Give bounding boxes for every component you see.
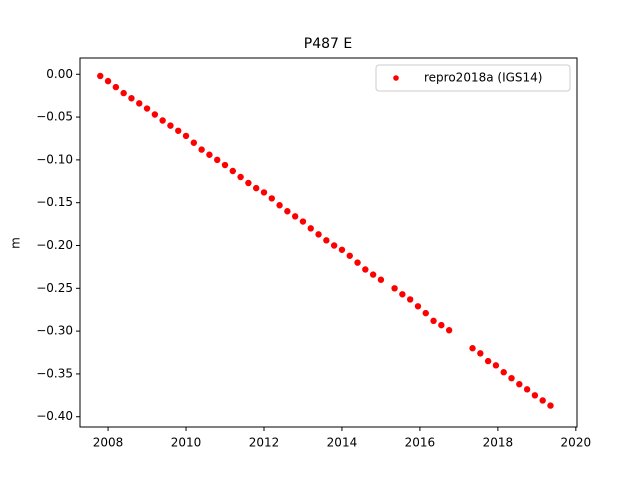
point <box>299 218 307 225</box>
y-tick-label: 0.00 <box>46 67 73 81</box>
y-tick-label: −0.30 <box>36 324 73 338</box>
point <box>438 321 445 329</box>
point <box>151 111 159 118</box>
point <box>104 77 112 85</box>
y-tick-label: −0.40 <box>36 409 73 423</box>
point <box>182 132 190 140</box>
x-tick-label: 2012 <box>249 436 280 450</box>
point <box>377 276 385 283</box>
point <box>430 317 437 325</box>
point <box>445 327 453 334</box>
point <box>362 266 369 273</box>
x-tick-label: 2008 <box>93 436 124 450</box>
point <box>330 242 338 249</box>
point <box>136 100 143 107</box>
point <box>260 189 268 196</box>
point <box>477 350 484 357</box>
point <box>508 374 515 382</box>
point <box>167 122 174 129</box>
legend-marker <box>393 75 399 81</box>
point <box>323 237 330 244</box>
point <box>237 173 244 181</box>
y-tick-label: −0.05 <box>36 110 73 124</box>
point <box>414 303 422 310</box>
point <box>346 252 353 259</box>
x-tick-label: 2020 <box>561 436 592 450</box>
y-axis-label: m <box>9 237 23 249</box>
point <box>175 127 182 134</box>
point <box>469 345 476 352</box>
point <box>245 179 252 187</box>
point <box>500 369 507 376</box>
legend-label: repro2018a (IGS14) <box>424 71 542 85</box>
point <box>97 72 104 80</box>
point <box>291 213 299 220</box>
point <box>159 117 166 124</box>
point <box>531 392 539 399</box>
legend-box <box>375 64 571 92</box>
x-tick-label: 2016 <box>405 436 436 450</box>
chart-title: P487 E <box>304 36 352 52</box>
point <box>354 259 361 266</box>
plot-frame <box>79 57 578 428</box>
point <box>252 184 260 192</box>
point <box>369 271 377 278</box>
point <box>315 231 322 238</box>
point <box>399 291 406 298</box>
y-tick-label: −0.35 <box>36 366 73 380</box>
point <box>206 151 213 158</box>
point <box>338 246 346 253</box>
point <box>422 309 429 317</box>
point <box>229 167 237 175</box>
point <box>214 156 221 164</box>
point <box>143 105 151 112</box>
point <box>284 208 291 215</box>
point <box>120 89 127 97</box>
x-tick-label: 2014 <box>327 436 358 450</box>
y-tick-label: −0.15 <box>36 195 73 209</box>
point <box>128 95 135 102</box>
y-tick-label: −0.20 <box>36 238 73 252</box>
point <box>221 161 229 169</box>
point <box>516 380 523 388</box>
point <box>112 83 120 91</box>
point <box>268 195 275 202</box>
point <box>539 397 546 404</box>
point <box>547 402 554 409</box>
point <box>391 285 398 292</box>
point <box>276 202 283 209</box>
point <box>307 225 314 232</box>
point <box>190 139 198 146</box>
x-tick-label: 2010 <box>171 436 202 450</box>
y-tick-label: −0.25 <box>36 281 73 295</box>
y-tick-label: −0.10 <box>36 152 73 166</box>
point <box>406 296 414 303</box>
point <box>484 357 492 365</box>
point <box>198 146 205 153</box>
point <box>492 362 500 369</box>
x-tick-label: 2018 <box>483 436 514 450</box>
point <box>523 386 531 393</box>
